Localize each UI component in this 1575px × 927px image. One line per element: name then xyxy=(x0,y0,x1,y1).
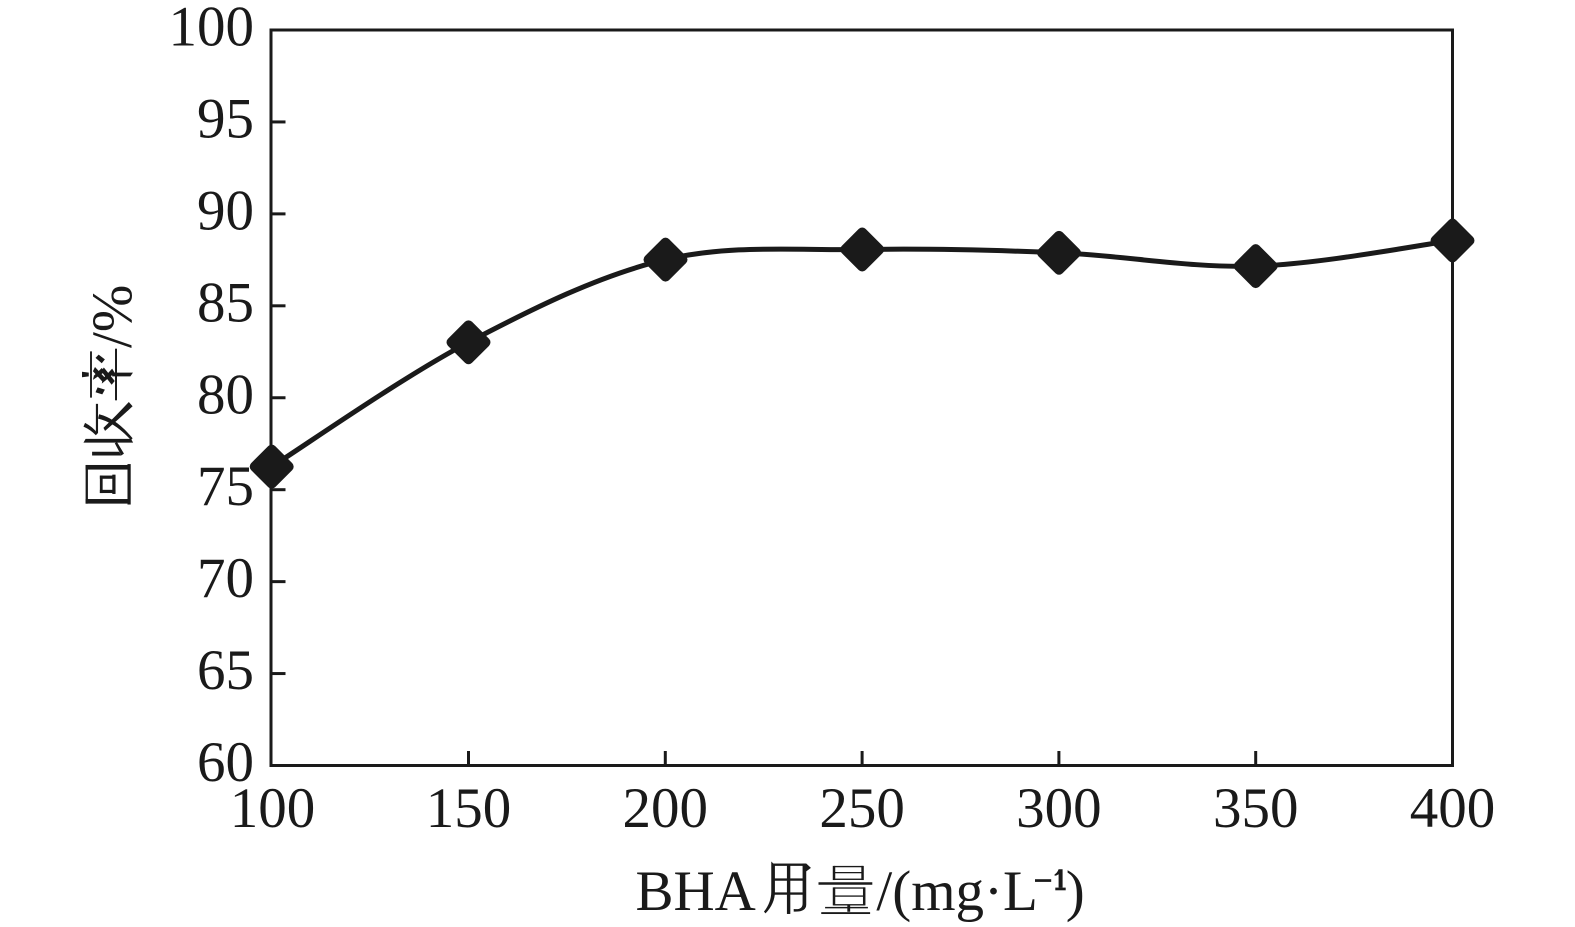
svg-text:60: 60 xyxy=(197,731,254,794)
svg-text:80: 80 xyxy=(197,363,254,426)
svg-text:95: 95 xyxy=(197,87,254,150)
svg-text:75: 75 xyxy=(197,455,254,518)
svg-text:70: 70 xyxy=(197,547,254,610)
svg-text:): ) xyxy=(1066,860,1085,923)
svg-text:350: 350 xyxy=(1213,777,1299,840)
svg-text:90: 90 xyxy=(197,179,254,242)
svg-text:300: 300 xyxy=(1016,777,1102,840)
svg-text:100: 100 xyxy=(230,777,316,840)
svg-text:100: 100 xyxy=(169,0,255,59)
svg-text:BHA: BHA xyxy=(636,860,756,923)
svg-text:200: 200 xyxy=(623,777,709,840)
svg-text:400: 400 xyxy=(1410,777,1496,840)
svg-text:65: 65 xyxy=(197,639,254,702)
svg-text:/(mg·L: /(mg·L xyxy=(876,860,1037,923)
svg-text:85: 85 xyxy=(197,271,254,334)
svg-text:150: 150 xyxy=(426,777,512,840)
svg-text:250: 250 xyxy=(819,777,905,840)
svg-text:/%: /% xyxy=(81,285,144,348)
